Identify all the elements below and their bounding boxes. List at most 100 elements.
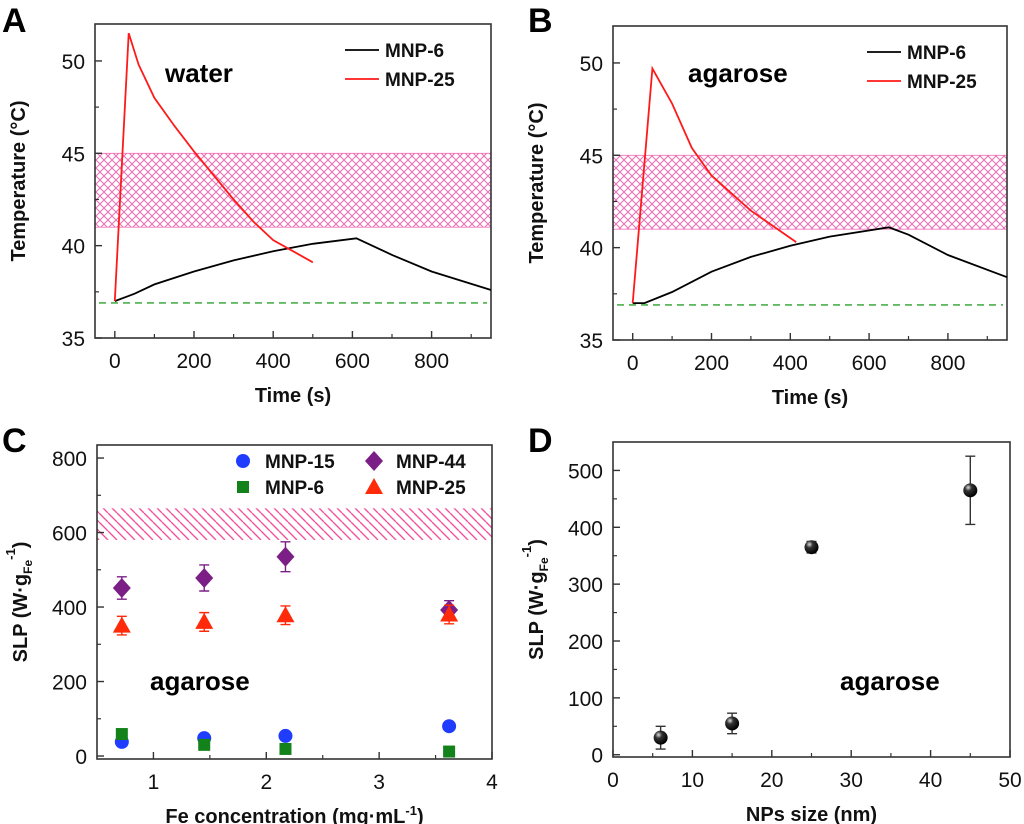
x-axis-title: Time (s): [772, 387, 848, 409]
x-tick-label: 400: [773, 352, 808, 375]
series-mnp-44: [112, 541, 459, 621]
y-tick-label: 45: [580, 145, 603, 168]
data-point: [278, 728, 293, 743]
y-tick-label: 200: [52, 672, 87, 695]
legend-label: MNP-25: [907, 72, 977, 93]
y-axis-title-end: ): [526, 539, 548, 546]
x-tick-label: 10: [681, 769, 704, 792]
y-tick-label: 40: [580, 238, 603, 261]
plot-frame: [96, 444, 493, 760]
series-mnp-25: [631, 65, 797, 304]
hatched-band: [612, 154, 1008, 230]
y-axis-title: Temperature (°C): [8, 101, 30, 262]
x-axis-title-sup: -1: [405, 803, 417, 818]
annotation-label: agarose: [840, 666, 940, 696]
panel-c: C 1 2 3 4 0 200 400 600 800 Fe concentration (mg·m…: [2, 422, 498, 824]
series-mnp-6: [115, 728, 456, 758]
legend-label: MNP-15: [265, 452, 335, 473]
y-tick-label: 200: [568, 631, 603, 654]
y-tick-label: 600: [52, 523, 87, 546]
y-axis-title-sup: -1: [3, 548, 18, 560]
data-point: [279, 742, 292, 755]
x-tick-label: 40: [919, 769, 942, 792]
y-tick-label: 400: [52, 597, 87, 620]
plot-frame: [94, 23, 492, 339]
series-line: [632, 226, 1008, 304]
series-line: [631, 65, 797, 304]
legend-marker: [236, 454, 250, 468]
data-point: [195, 567, 214, 588]
y-tick-label: 800: [52, 448, 87, 471]
y-tick-label: 35: [580, 330, 603, 353]
data-point: [112, 578, 131, 599]
series-line: [113, 32, 314, 302]
y-axis-title-sup: -1: [519, 546, 534, 558]
x-tick-label: 0: [607, 769, 619, 792]
panel-label: C: [2, 422, 27, 460]
x-tick-label: 0: [109, 350, 121, 373]
y-tick-label: 40: [62, 236, 85, 259]
x-tick-label: 50: [998, 769, 1021, 792]
x-tick-label: 4: [486, 771, 498, 794]
x-tick-label: 600: [852, 352, 887, 375]
panel-label: A: [2, 2, 27, 40]
panel-b: B 0 200 400 600 800 35 40 45 50 Time (s) Temperatur…: [526, 2, 1008, 409]
data-point: [115, 728, 128, 741]
plot-frame: [612, 25, 1008, 341]
y-tick-label: 50: [580, 53, 603, 76]
x-tick-label: 800: [930, 352, 965, 375]
panel-a: A 0 200 400 600 800 35 40 45 50 Time (s) Temperatur…: [2, 2, 492, 407]
series-mnp-6: [632, 226, 1008, 304]
x-tick-label: 20: [760, 769, 783, 792]
legend-marker: [365, 451, 383, 471]
annotation-label: agarose: [150, 666, 250, 696]
x-tick-label: 1: [148, 771, 160, 794]
y-tick-label: 300: [568, 574, 603, 597]
series-mnp-25: [112, 604, 459, 636]
x-tick-label: 400: [256, 350, 291, 373]
data-point: [440, 605, 459, 622]
annotation-label: water: [164, 58, 233, 88]
data-point: [443, 745, 456, 758]
legend-label: MNP-44: [396, 452, 466, 473]
panel-label: D: [528, 422, 553, 460]
x-axis-title-end: ): [417, 806, 424, 824]
data-point: [963, 483, 978, 498]
y-tick-label: 400: [568, 517, 603, 540]
x-tick-label: 200: [694, 352, 729, 375]
x-tick-label: 0: [627, 352, 639, 375]
y-axis-title-sub: Fe: [21, 560, 35, 574]
series-line: [114, 237, 492, 302]
y-tick-label: 50: [62, 51, 85, 74]
legend: MNP-6 MNP-25: [345, 41, 455, 91]
x-axis-title: Fe concentration (mg·mL-1): [165, 803, 423, 824]
legend: MNP-6 MNP-25: [867, 43, 977, 93]
panel-label: B: [528, 2, 553, 40]
y-tick-label: 45: [62, 143, 85, 166]
data-point: [804, 540, 819, 555]
data-point: [112, 616, 131, 633]
y-tick-label: 100: [568, 688, 603, 711]
data-point: [725, 716, 740, 731]
hatched-band: [97, 508, 492, 540]
x-tick-label: 30: [840, 769, 863, 792]
annotation-label: agarose: [688, 58, 788, 88]
data-point: [442, 719, 457, 734]
plot-frame: [612, 441, 1011, 758]
legend-label: MNP-25: [385, 70, 455, 91]
series-mnp-6: [114, 237, 492, 302]
legend-label: MNP-6: [265, 478, 324, 499]
y-axis-title: SLP (W·gFe-1): [3, 542, 35, 663]
data-point: [276, 546, 295, 567]
legend-label: MNP-6: [385, 41, 444, 62]
x-tick-label: 200: [176, 350, 211, 373]
legend-marker: [237, 481, 249, 493]
y-tick-label: 35: [62, 328, 85, 351]
x-axis-title: Time (s): [255, 385, 331, 407]
x-axis-title: NPs size (nm): [746, 804, 877, 824]
data-point: [195, 612, 214, 629]
y-axis-title-sub: Fe: [537, 557, 551, 571]
x-tick-label: 600: [335, 350, 370, 373]
